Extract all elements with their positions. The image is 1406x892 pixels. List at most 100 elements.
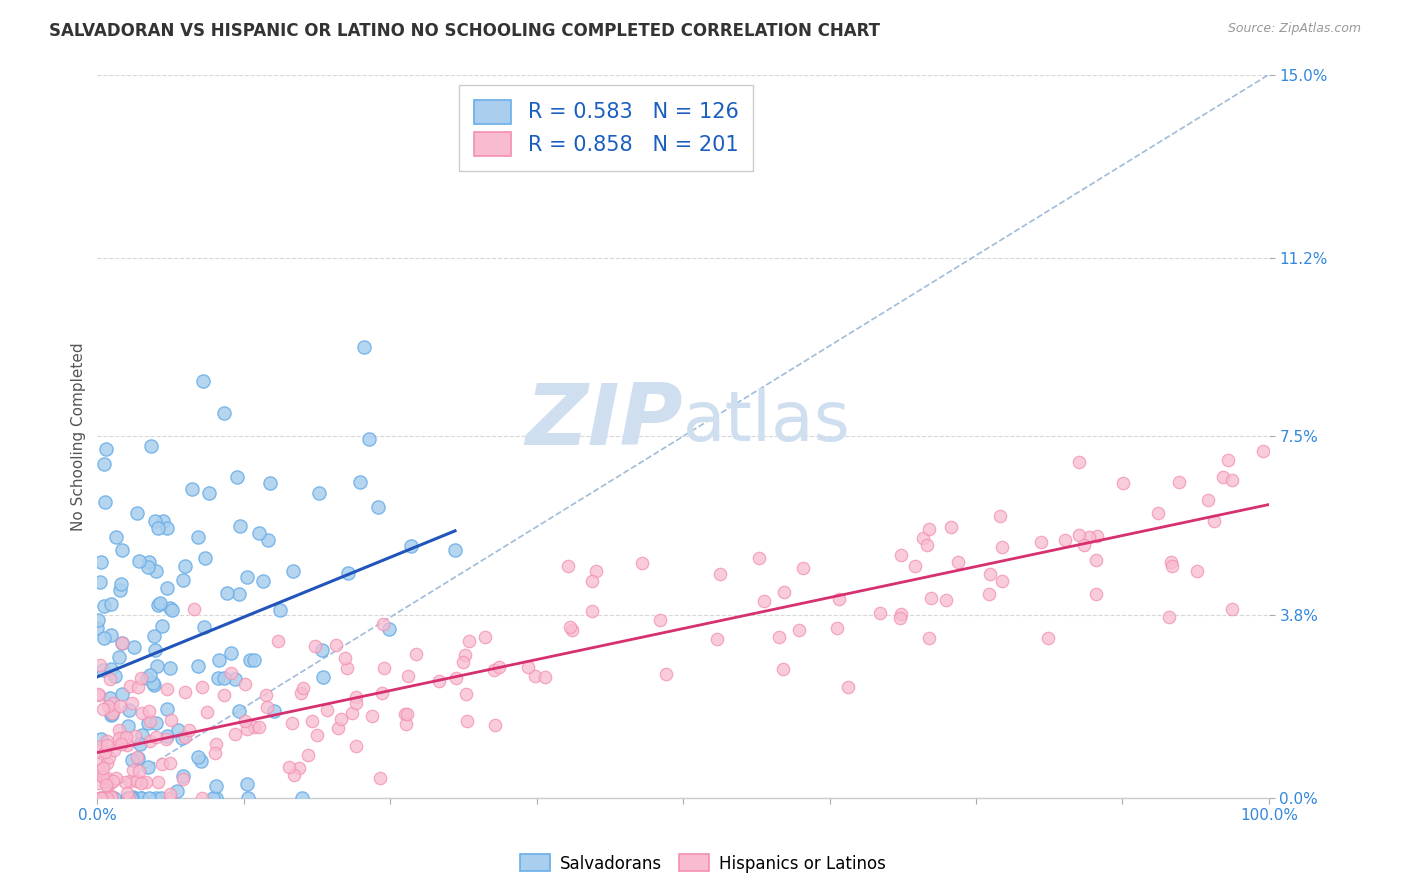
Point — [1031, 534, 1053, 549]
Point — [904, 559, 927, 574]
Point — [238, 791, 260, 805]
Point — [138, 667, 160, 681]
Point — [87, 613, 110, 627]
Point — [174, 684, 197, 698]
Point — [1147, 506, 1170, 520]
Point — [121, 753, 143, 767]
Point — [142, 676, 165, 690]
Point — [1084, 587, 1107, 601]
Point — [456, 714, 478, 729]
Point — [97, 750, 120, 764]
Text: SALVADORAN VS HISPANIC OR LATINO NO SCHOOLING COMPLETED CORRELATION CHART: SALVADORAN VS HISPANIC OR LATINO NO SCHO… — [49, 22, 880, 40]
Point — [90, 556, 112, 570]
Point — [136, 559, 159, 574]
Point — [91, 791, 114, 805]
Point — [979, 567, 1001, 582]
Point — [139, 734, 162, 748]
Point — [131, 706, 153, 720]
Point — [94, 774, 117, 789]
Point — [89, 575, 111, 590]
Point — [307, 728, 329, 742]
Point — [122, 640, 145, 654]
Point — [191, 374, 214, 388]
Point — [138, 791, 160, 805]
Point — [344, 739, 367, 754]
Point — [1160, 555, 1182, 569]
Point — [915, 538, 938, 552]
Point — [269, 603, 291, 617]
Point — [115, 791, 138, 805]
Point — [1197, 493, 1219, 508]
Point — [266, 634, 288, 648]
Point — [111, 731, 134, 746]
Point — [159, 661, 181, 675]
Point — [212, 689, 235, 703]
Point — [488, 660, 510, 674]
Point — [146, 598, 169, 612]
Point — [159, 756, 181, 771]
Point — [456, 687, 478, 701]
Point — [89, 658, 111, 673]
Point — [768, 630, 790, 644]
Point — [772, 662, 794, 676]
Point — [87, 688, 110, 702]
Point — [91, 702, 114, 716]
Point — [145, 715, 167, 730]
Point — [101, 696, 124, 710]
Point — [482, 663, 505, 677]
Point — [159, 791, 181, 805]
Point — [283, 768, 305, 782]
Point — [155, 731, 177, 746]
Point — [1036, 631, 1059, 645]
Point — [127, 680, 149, 694]
Point — [174, 559, 197, 574]
Point — [236, 722, 259, 736]
Point — [281, 564, 304, 578]
Point — [89, 744, 111, 758]
Point — [160, 602, 183, 616]
Point — [121, 791, 143, 805]
Text: Source: ZipAtlas.com: Source: ZipAtlas.com — [1227, 22, 1361, 36]
Point — [96, 756, 118, 771]
Point — [138, 716, 160, 731]
Point — [204, 779, 226, 793]
Point — [98, 672, 121, 686]
Point — [204, 746, 226, 760]
Legend: Salvadorans, Hispanics or Latinos: Salvadorans, Hispanics or Latinos — [513, 847, 893, 880]
Point — [228, 704, 250, 718]
Point — [143, 642, 166, 657]
Point — [118, 791, 141, 805]
Point — [1067, 455, 1090, 469]
Point — [129, 791, 152, 805]
Point — [224, 673, 246, 687]
Point — [96, 442, 118, 456]
Point — [243, 720, 266, 734]
Point — [138, 555, 160, 569]
Point — [1220, 602, 1243, 616]
Point — [1073, 538, 1095, 552]
Point — [86, 766, 108, 780]
Point — [91, 791, 114, 805]
Point — [127, 750, 149, 764]
Point — [828, 591, 851, 606]
Point — [115, 786, 138, 800]
Point — [346, 696, 368, 710]
Point — [111, 636, 134, 650]
Point — [333, 651, 356, 665]
Point — [136, 671, 159, 685]
Point — [228, 587, 250, 601]
Point — [534, 670, 557, 684]
Point — [120, 774, 142, 789]
Point — [117, 791, 139, 805]
Point — [263, 704, 285, 718]
Point — [1085, 529, 1108, 543]
Point — [118, 703, 141, 717]
Point — [156, 582, 179, 596]
Point — [1216, 453, 1239, 467]
Point — [86, 756, 108, 771]
Point — [990, 541, 1012, 555]
Point — [557, 558, 579, 573]
Point — [1187, 564, 1209, 578]
Point — [247, 525, 270, 540]
Point — [454, 648, 477, 662]
